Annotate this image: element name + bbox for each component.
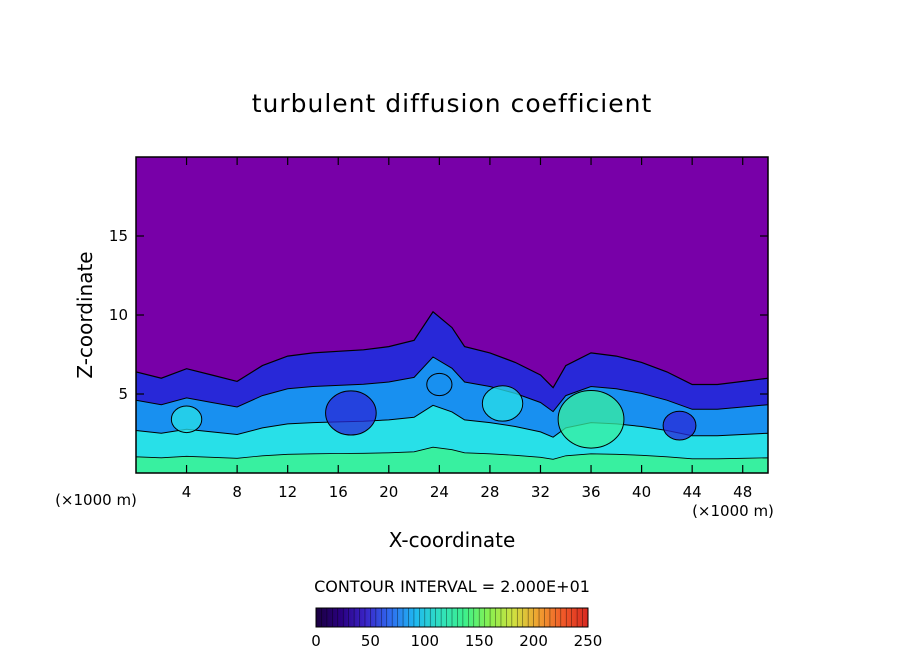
colorbar: 0 50 100 150 200 250	[311, 607, 603, 650]
eddy-contour	[557, 389, 625, 449]
x-tick-label: 24	[430, 483, 449, 501]
x-tick-label: 4	[182, 483, 192, 501]
field-layer	[136, 310, 768, 473]
x-ticks: 4 8 12 16 20 24 28 32 36 40 44 48	[182, 157, 752, 501]
x-tick-label: 12	[278, 483, 297, 501]
colorbar-tick-label: 0	[311, 632, 321, 650]
colorbar-tick-label: 50	[361, 632, 380, 650]
x-tick-label: 20	[379, 483, 398, 501]
x-tick-label: 28	[480, 483, 499, 501]
eddy-contour	[662, 410, 697, 441]
x-tick-label: 16	[329, 483, 348, 501]
colorbar-tick-label: 150	[465, 632, 494, 650]
y-tick-label: 15	[109, 227, 128, 245]
x-tick-label: 36	[581, 483, 600, 501]
chart-title: turbulent diffusion coefficient	[252, 89, 653, 118]
eddy-contour	[325, 390, 377, 436]
colorbar-tick-label: 200	[519, 632, 548, 650]
x-unit-left: (×1000 m)	[55, 491, 137, 509]
x-axis-label: X-coordinate	[389, 528, 516, 552]
x-tick-label: 32	[531, 483, 550, 501]
x-unit-right: (×1000 m)	[692, 502, 774, 520]
eddy-contour	[170, 405, 203, 434]
x-tick-label: 8	[232, 483, 242, 501]
x-tick-label: 48	[733, 483, 752, 501]
x-tick-label: 44	[683, 483, 702, 501]
colorbar-tick-label: 250	[574, 632, 603, 650]
colorbar-tick-label: 100	[410, 632, 439, 650]
y-axis-label: Z-coordinate	[73, 251, 97, 378]
y-tick-label: 10	[109, 306, 128, 324]
eddy-contour	[426, 372, 453, 397]
x-tick-label: 40	[632, 483, 651, 501]
layer-peak	[136, 446, 768, 473]
contour-interval-text: CONTOUR INTERVAL = 2.000E+01	[314, 577, 590, 596]
y-tick-label: 5	[118, 385, 128, 403]
eddy-contour	[481, 385, 524, 422]
y-ticks: 5 10 15	[109, 227, 768, 403]
